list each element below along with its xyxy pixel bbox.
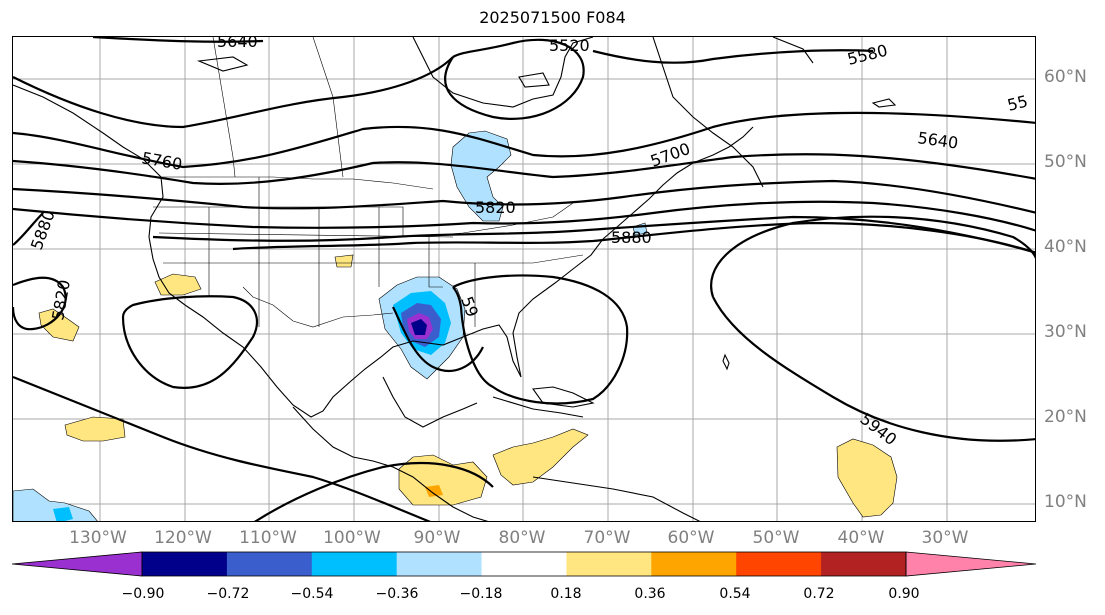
- colorbar-segment: [396, 552, 483, 576]
- colorbar-segment: [11, 551, 143, 577]
- contour-label: 5640: [916, 128, 959, 152]
- latitude-label: 60°N: [1044, 67, 1087, 87]
- colorbar-segment: [311, 552, 398, 576]
- anomaly-shading: [13, 130, 898, 521]
- colorbar-tick-label: −0.90: [121, 586, 165, 602]
- anomaly-negative-region: [450, 130, 512, 222]
- contour-label: 5880: [27, 208, 59, 253]
- anomaly-negative-region: [411, 319, 427, 335]
- longitude-label: 110°W: [239, 528, 297, 548]
- height-contours: [13, 37, 1035, 521]
- anomaly-positive-region: [334, 254, 354, 268]
- colorbar-segment: [651, 552, 737, 576]
- colorbar-tick-label: 0.90: [888, 586, 920, 602]
- colorbar-segment: [142, 552, 228, 576]
- anomaly-positive-region: [398, 454, 488, 506]
- colorbar-tick-label: −0.54: [290, 586, 334, 602]
- map-title: 2025071500 F084: [479, 8, 626, 27]
- colorbar-segment: [736, 552, 822, 576]
- colorbar-segment: [566, 552, 652, 576]
- colorbar-tick-label: 0.36: [634, 586, 666, 602]
- latitude-label: 40°N: [1044, 237, 1087, 257]
- colorbar-tick-label: −0.18: [459, 586, 503, 602]
- longitude-label: 40°W: [837, 528, 885, 548]
- colorbar-tick-label: 0.72: [803, 586, 835, 602]
- latitude-label: 50°N: [1044, 152, 1087, 172]
- colorbar: [11, 551, 1037, 577]
- longitude-label: 100°W: [323, 528, 381, 548]
- latitude-label: 20°N: [1044, 407, 1087, 427]
- colorbar-tick-label: −0.36: [375, 586, 419, 602]
- political-borders: [149, 37, 584, 328]
- longitude-label: 80°W: [498, 528, 546, 548]
- anomaly-positive-region: [492, 428, 589, 486]
- contour-label: 5820: [475, 198, 516, 217]
- contour-label: 5640: [217, 37, 258, 51]
- contour-label: 5520: [549, 37, 590, 55]
- longitude-label: 130°W: [69, 528, 127, 548]
- anomaly-positive-region: [836, 438, 898, 518]
- anomaly-positive-region: [64, 416, 126, 442]
- map-canvas: 5640 5520 5580 5640 5700 5760 5820 5820 …: [13, 37, 1035, 521]
- map-panel: 5640 5520 5580 5640 5700 5760 5820 5820 …: [12, 36, 1036, 522]
- colorbar-segment: [821, 552, 907, 576]
- anomaly-positive-strong: [425, 485, 443, 497]
- contour-label: 5760: [140, 148, 183, 174]
- colorbar-tick-label: −0.72: [206, 586, 250, 602]
- colorbar-segment: [226, 552, 313, 576]
- latitude-label: 30°N: [1044, 322, 1087, 342]
- contour-label: 5580: [845, 41, 889, 69]
- colorbar-segment: [481, 552, 567, 576]
- colorbar-segment: [905, 551, 1037, 577]
- coastlines: [13, 37, 897, 521]
- colorbar-tick-label: 0.18: [550, 586, 582, 602]
- contour-label: 5880: [611, 228, 652, 247]
- contour-label: 55: [1005, 92, 1029, 115]
- longitude-label: 50°W: [752, 528, 800, 548]
- latitude-label: 10°N: [1044, 492, 1087, 512]
- colorbar-outline: [141, 551, 907, 577]
- anomaly-negative-region: [13, 488, 98, 521]
- anomaly-positive-region: [154, 273, 202, 296]
- contour-label: 5820: [48, 278, 74, 321]
- longitude-label: 30°W: [921, 528, 969, 548]
- longitude-label: 120°W: [154, 528, 212, 548]
- longitude-label: 90°W: [413, 528, 461, 548]
- longitude-label: 70°W: [583, 528, 631, 548]
- colorbar-tick-label: 0.54: [719, 586, 751, 602]
- anomaly-negative-region: [53, 507, 73, 521]
- longitude-label: 60°W: [667, 528, 715, 548]
